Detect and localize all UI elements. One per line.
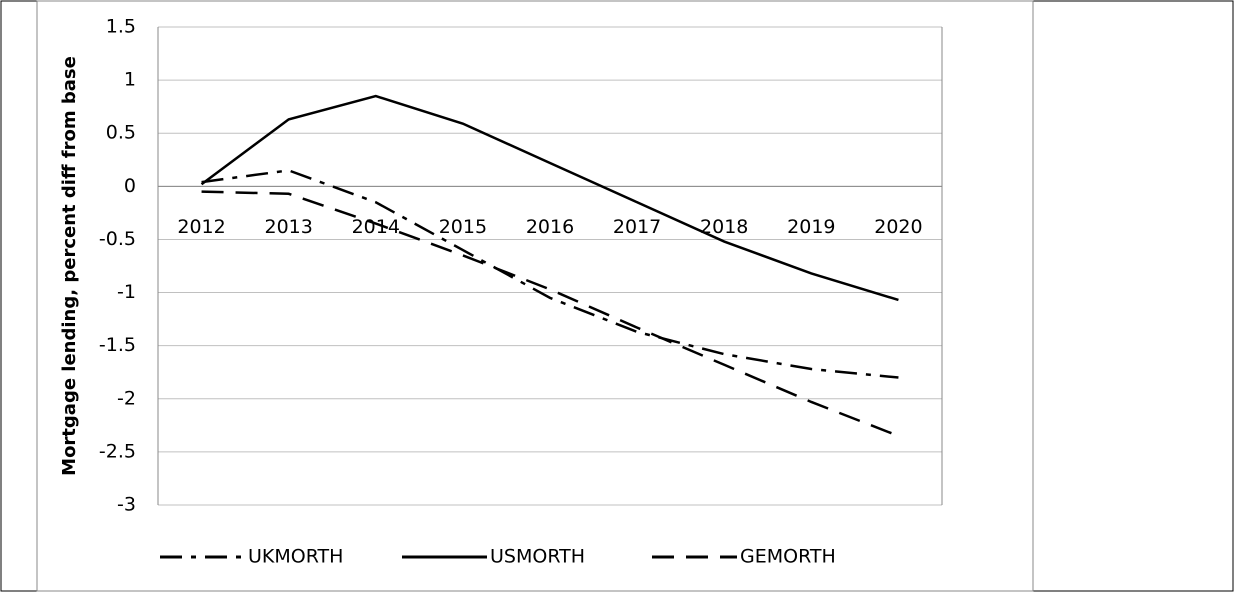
legend-label: GEMORTH (740, 546, 836, 568)
x-tick-label: 2013 (264, 216, 312, 238)
y-tick-label: 0.5 (106, 122, 136, 144)
y-tick-label: 1.5 (106, 16, 136, 38)
x-tick-label: 2017 (613, 216, 661, 238)
y-tick-label: -0.5 (99, 228, 136, 250)
series-line (201, 190, 899, 438)
x-tick-label: 2020 (874, 216, 922, 238)
legend-label: UKMORTH (248, 546, 343, 568)
chart-frame (36, 0, 1034, 592)
y-tick-label: -1.5 (99, 334, 136, 356)
y-tick-label: 1 (124, 69, 136, 91)
y-tick-label: -2.5 (99, 440, 136, 462)
x-tick-label: 2019 (787, 216, 835, 238)
y-tick-label: -3 (117, 494, 136, 516)
series-line (201, 169, 899, 379)
x-tick-label: 2015 (439, 216, 487, 238)
y-tick-label: -1 (117, 281, 136, 303)
series-line (200, 94, 899, 302)
y-tick-label: -2 (117, 387, 136, 409)
x-tick-label: 2012 (177, 216, 225, 238)
x-tick-label: 2014 (352, 216, 400, 238)
y-tick-label: 0 (124, 175, 136, 197)
x-tick-label: 2018 (700, 216, 748, 238)
y-axis-title: Mortgage lending, percent diff from base (59, 56, 80, 476)
x-tick-label: 2016 (526, 216, 574, 238)
legend-label: USMORTH (490, 546, 585, 568)
